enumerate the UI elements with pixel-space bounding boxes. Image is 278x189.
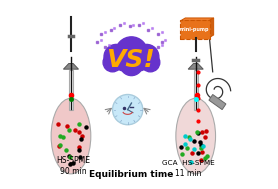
- Circle shape: [103, 53, 122, 72]
- Text: HS-SPME: HS-SPME: [56, 156, 90, 165]
- FancyBboxPatch shape: [69, 70, 73, 110]
- Circle shape: [115, 37, 148, 69]
- Circle shape: [113, 50, 134, 71]
- Circle shape: [120, 53, 143, 76]
- Circle shape: [113, 94, 143, 125]
- Text: VS!: VS!: [106, 48, 155, 71]
- Text: mini-pump: mini-pump: [180, 27, 210, 32]
- Polygon shape: [181, 18, 214, 21]
- Text: Equilibrium time: Equilibrium time: [89, 170, 174, 179]
- Circle shape: [104, 44, 129, 69]
- Circle shape: [141, 53, 160, 72]
- Circle shape: [134, 44, 159, 69]
- Text: 90 min: 90 min: [59, 167, 86, 177]
- Polygon shape: [209, 94, 226, 110]
- Ellipse shape: [176, 98, 215, 174]
- Circle shape: [129, 50, 149, 71]
- Polygon shape: [209, 18, 214, 38]
- Ellipse shape: [51, 98, 91, 174]
- Text: GCA  HS-SPME: GCA HS-SPME: [162, 160, 215, 166]
- Polygon shape: [63, 64, 78, 69]
- FancyBboxPatch shape: [180, 20, 210, 39]
- Text: 11 min: 11 min: [175, 169, 201, 178]
- Polygon shape: [188, 64, 203, 69]
- FancyBboxPatch shape: [193, 70, 198, 110]
